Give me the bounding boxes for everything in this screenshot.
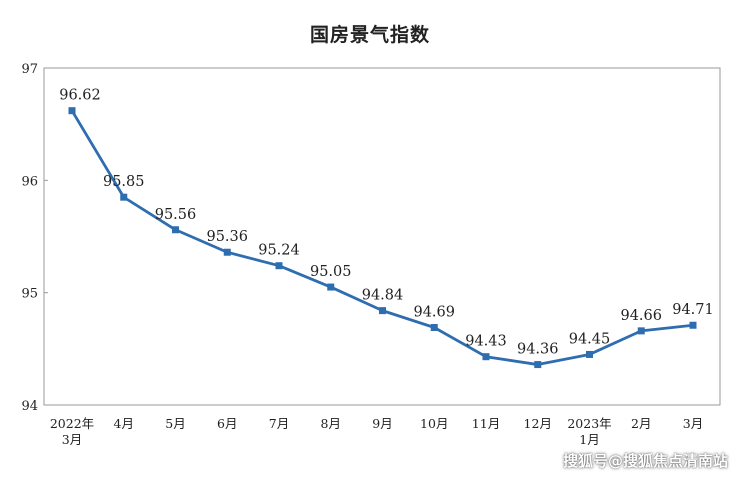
x-tick-label: 7月 (269, 416, 289, 431)
data-label: 94.84 (362, 288, 404, 304)
data-point-marker (327, 283, 335, 291)
x-tick-label: 5月 (165, 416, 185, 431)
data-label: 94.36 (517, 342, 559, 358)
data-label: 95.24 (258, 243, 300, 259)
x-tick-label: 2022年 (50, 416, 94, 431)
data-label: 95.36 (206, 229, 248, 245)
data-point-marker (689, 321, 697, 329)
x-tick-label: 11月 (472, 416, 500, 431)
data-point-marker (275, 262, 283, 270)
watermark-text: 搜狐号@搜狐焦点清南站 (562, 452, 728, 470)
x-tick-label: 3月 (683, 416, 703, 431)
x-tick-label: 2023年 (567, 416, 611, 431)
data-label: 94.66 (620, 308, 662, 324)
data-label: 94.45 (569, 331, 611, 347)
data-point-marker (637, 327, 645, 335)
x-tick-label: 12月 (524, 416, 552, 431)
x-tick-label: 10月 (420, 416, 448, 431)
x-tick-label: 1月 (579, 432, 599, 447)
y-tick-label: 94 (21, 399, 38, 414)
x-tick-label: 8月 (321, 416, 341, 431)
data-point-marker (534, 361, 542, 369)
plot-frame (43, 67, 721, 406)
data-label: 95.85 (103, 174, 145, 190)
x-tick-label: 3月 (62, 432, 82, 447)
data-point-marker (68, 107, 76, 115)
data-point-marker (223, 248, 231, 256)
data-label: 94.43 (465, 334, 507, 350)
x-tick-label: 2月 (631, 416, 651, 431)
y-tick-label: 97 (21, 62, 38, 77)
data-label: 96.62 (59, 88, 101, 104)
data-point-marker (482, 353, 490, 361)
data-label: 94.71 (672, 302, 714, 318)
y-tick-label: 95 (21, 287, 38, 302)
y-tick-label: 96 (21, 174, 38, 189)
series-line (70, 109, 695, 366)
chart-title: 国房景气指数 (309, 24, 430, 46)
data-point-marker (172, 226, 179, 234)
data-label: 94.69 (413, 304, 455, 320)
x-tick-label: 9月 (372, 416, 392, 431)
x-tick-label: 6月 (217, 416, 237, 431)
x-tick-label: 4月 (114, 416, 134, 431)
data-point-marker (430, 323, 438, 331)
data-label: 95.05 (310, 264, 352, 280)
data-label: 95.56 (155, 207, 197, 223)
data-point-marker (379, 307, 386, 315)
data-point-marker (586, 350, 593, 358)
data-point-marker (120, 193, 128, 201)
